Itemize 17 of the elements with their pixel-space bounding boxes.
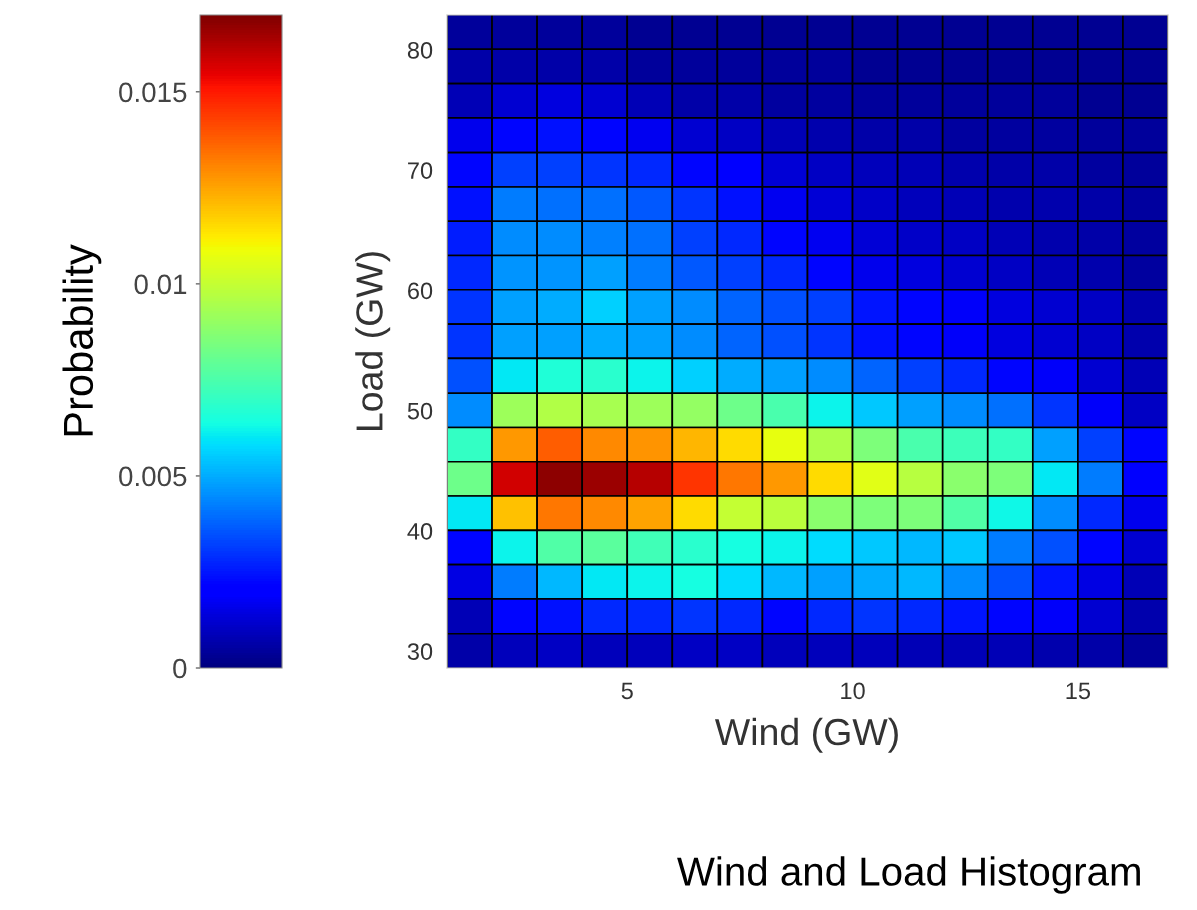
x-tick-label: 10 [841, 682, 865, 700]
x-tick-label: 5 [621, 682, 633, 700]
y-tick-label: 80 [407, 41, 433, 59]
y-axis-title: Load (GW) [355, 252, 391, 431]
y-tick-label: 60 [408, 282, 433, 300]
y-tick-label: 30 [407, 643, 433, 660]
color-bar-label: 0.005 [119, 466, 187, 487]
color-bar-label: 0.015 [119, 82, 187, 103]
color-bar-title: Probability [62, 244, 102, 436]
y-tick-label: 50 [407, 402, 433, 420]
y-tick-label: 70 [408, 162, 433, 179]
x-tick-label: 15 [1066, 682, 1091, 700]
y-tick-label: 40 [407, 522, 433, 540]
color-bar-label: 0 [173, 658, 187, 679]
x-axis-title: Wind (GW) [714, 717, 898, 753]
text: Wind and Load Histogram [677, 856, 1140, 894]
color-bar-label: 0.01 [134, 274, 187, 295]
